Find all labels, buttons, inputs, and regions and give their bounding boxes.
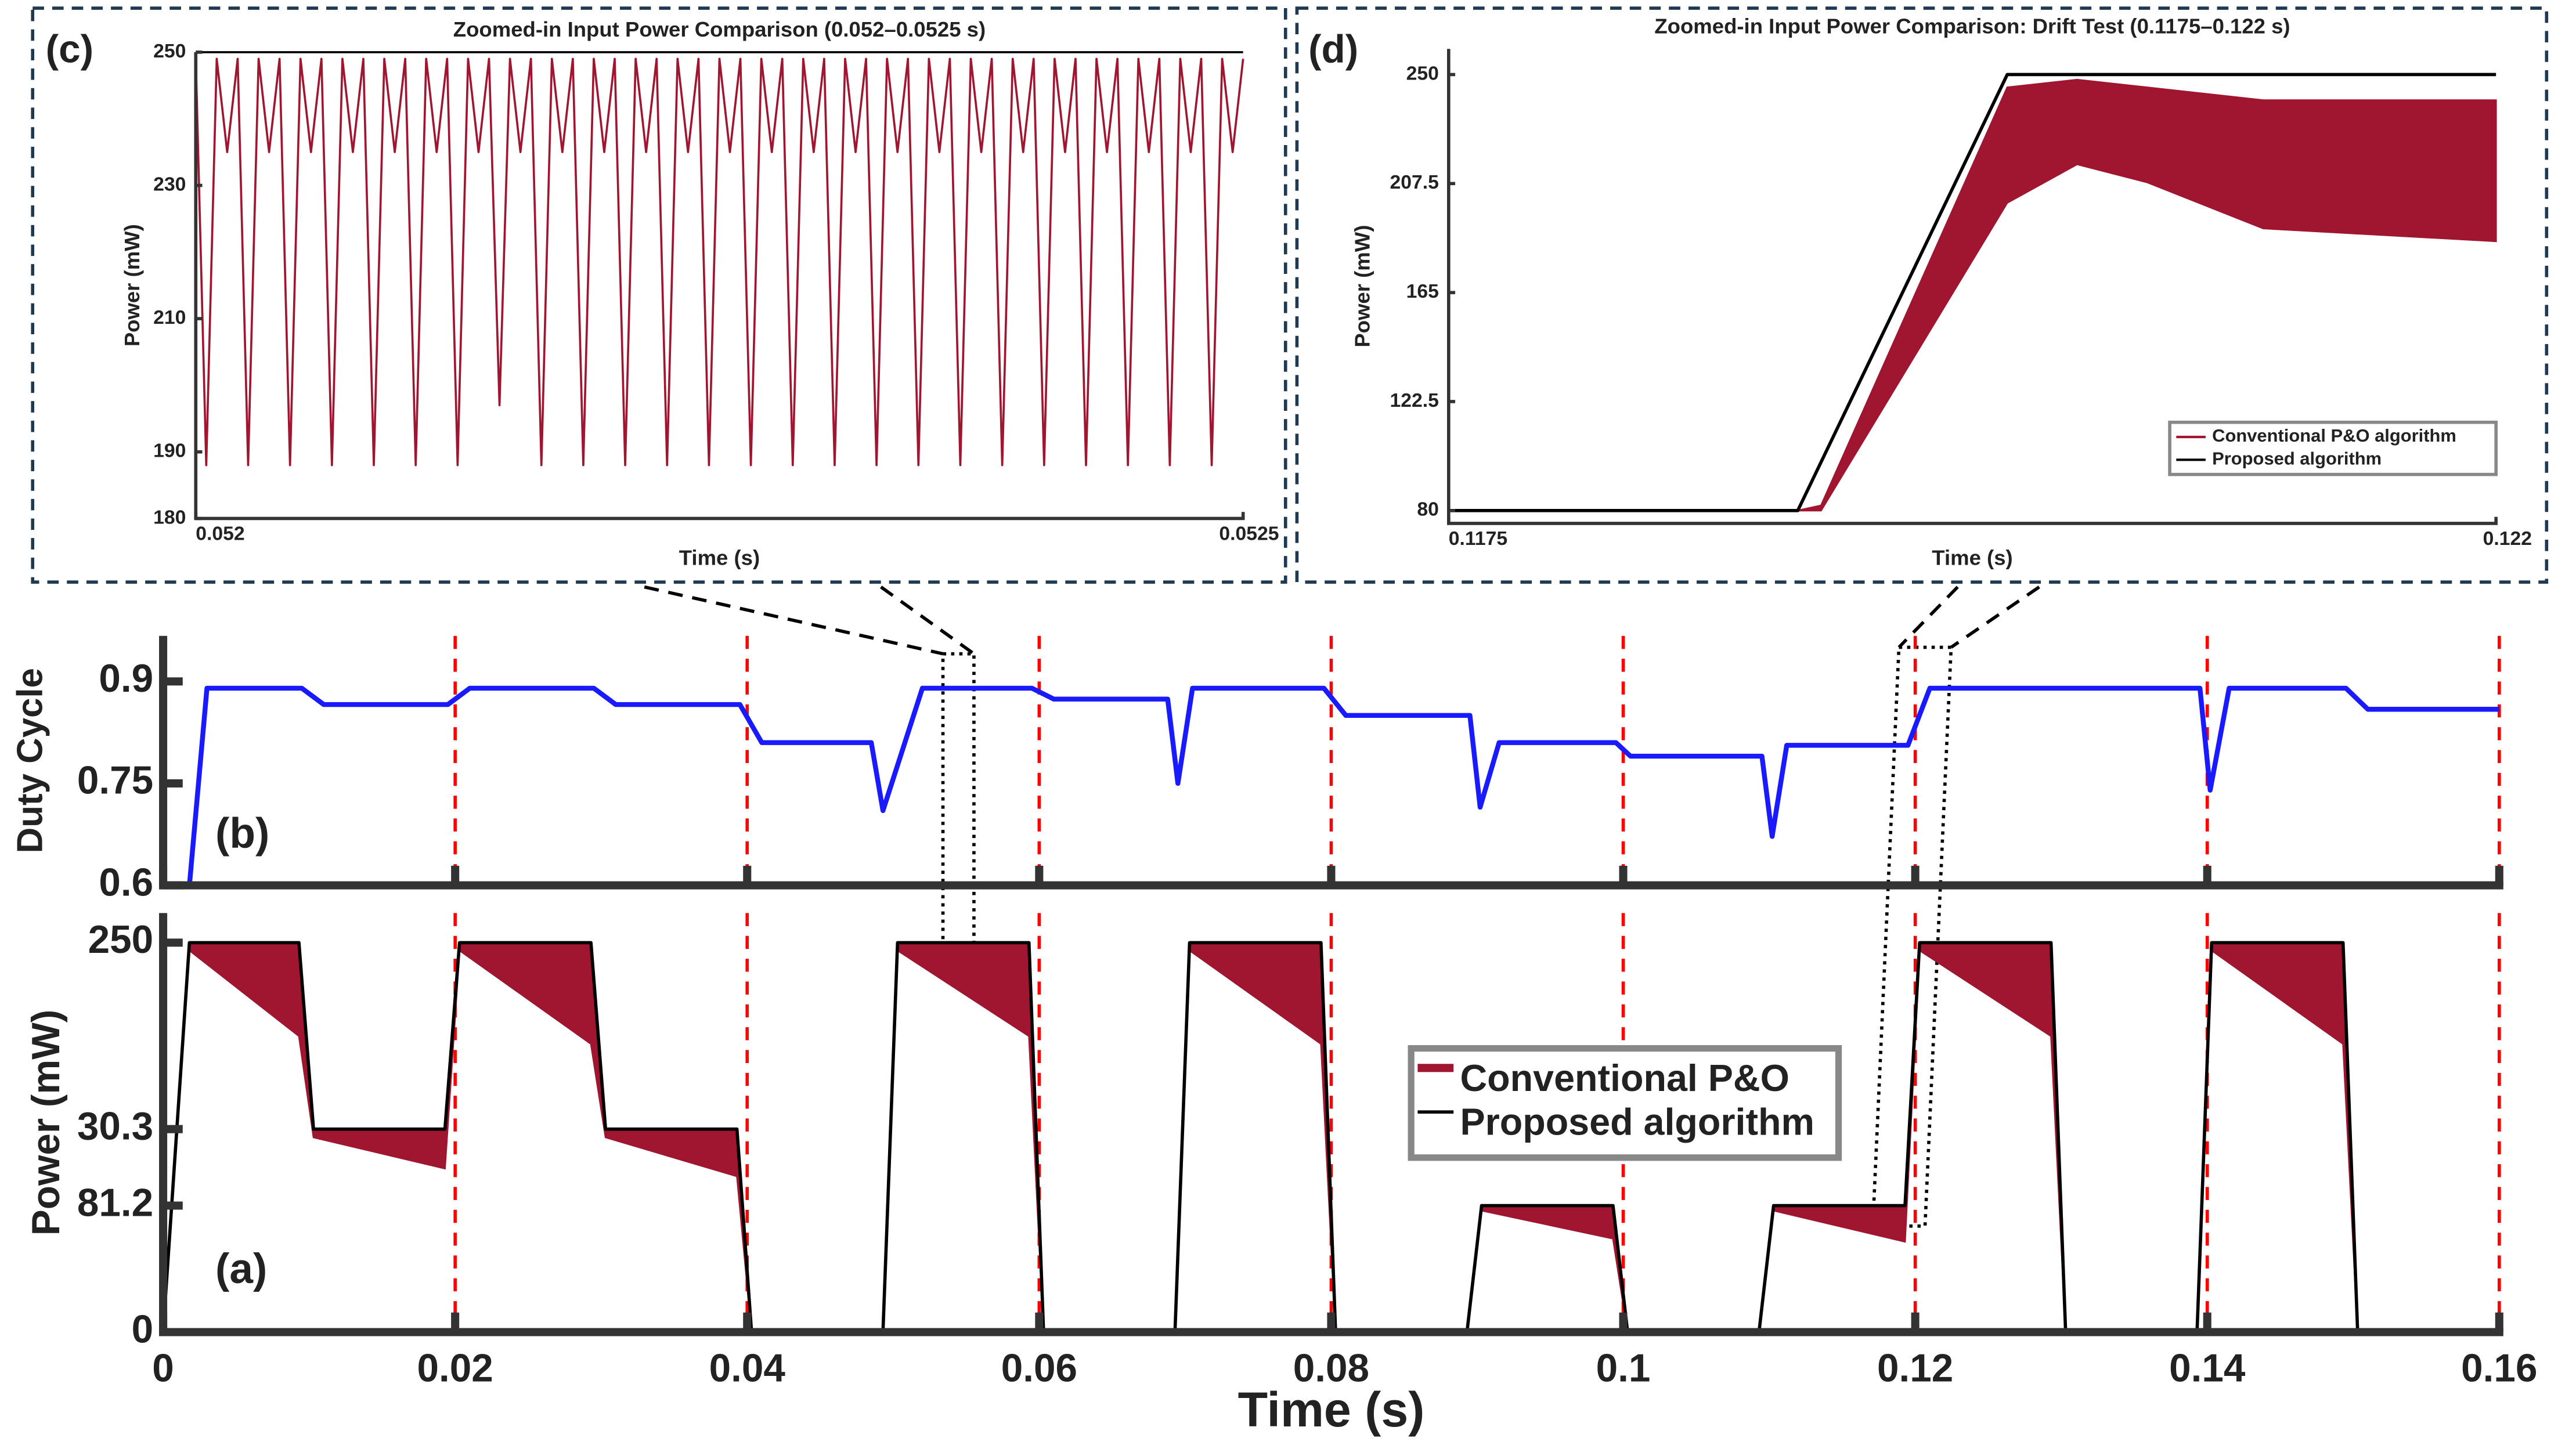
y-tick-label: 210 <box>153 306 186 328</box>
chart-title: Zoomed-in Input Power Comparison (0.052–… <box>453 17 986 41</box>
panel-label: (b) <box>215 810 269 857</box>
chart-title: Zoomed-in Input Power Comparison: Drift … <box>1654 14 2290 38</box>
x-tick-label: 0.04 <box>709 1347 786 1390</box>
y-axis-label: Power (mW) <box>24 1010 68 1236</box>
x-tick-label: 0.02 <box>417 1347 493 1390</box>
zoom-connector <box>880 586 975 655</box>
x-tick-label: 0.0525 <box>1219 522 1279 544</box>
y-tick-label: 250 <box>153 40 186 62</box>
legend-label: Proposed algorithm <box>2212 448 2382 468</box>
y-tick-label: 230 <box>153 173 186 195</box>
series-line <box>1448 73 2496 512</box>
zoom-connector <box>1897 586 1959 649</box>
x-tick-label: 0.08 <box>1293 1347 1369 1390</box>
series-band <box>1448 78 2497 512</box>
zoom-connector <box>644 585 944 656</box>
y-axis-label: Power (mW) <box>1350 225 1374 348</box>
x-tick-label: 0.16 <box>2461 1347 2537 1390</box>
y-tick-label: 0.9 <box>99 657 153 700</box>
y-tick-label: 190 <box>153 440 186 462</box>
x-tick-label: 0 <box>152 1347 174 1390</box>
y-tick-label: 81.2 <box>77 1181 153 1224</box>
x-tick-label: 0.1175 <box>1449 528 1507 550</box>
panel-label: (d) <box>1308 28 1358 71</box>
zoom-region <box>1871 645 1953 1228</box>
series-line <box>187 685 2499 886</box>
series-line <box>194 57 1244 467</box>
x-tick-label: 0.14 <box>2169 1347 2246 1390</box>
y-tick-label: 80 <box>1417 498 1439 521</box>
charts: 180 190 210 230 250 0.052 0.0525 Zoomed-in Inpu… <box>10 14 2538 1437</box>
y-tick-label: 0 <box>132 1307 154 1351</box>
x-tick-label: 0.1 <box>1596 1347 1651 1390</box>
legend-label: Conventional P&O <box>1460 1057 1789 1099</box>
y-axis-label: Power (mW) <box>120 224 144 346</box>
x-axis-label: Time (s) <box>1238 1382 1425 1437</box>
y-tick-label: 250 <box>88 918 154 962</box>
y-tick-label: 30.3 <box>77 1105 153 1148</box>
series-line <box>161 941 2499 1334</box>
zoom-region <box>941 652 976 976</box>
x-tick-label: 0.12 <box>1877 1347 1953 1390</box>
legend-label: Conventional P&O algorithm <box>2212 425 2456 446</box>
panel-label: (a) <box>215 1245 267 1292</box>
y-tick-label: 180 <box>153 506 186 528</box>
zoom-frame-c <box>31 6 1287 584</box>
y-tick-label: 0.75 <box>77 759 153 803</box>
y-tick-label: 165 <box>1406 280 1439 302</box>
x-axis-label: Time (s) <box>679 545 760 569</box>
y-tick-label: 250 <box>1406 62 1439 84</box>
series-band <box>162 941 2499 1333</box>
y-axis-label: Duty Cycle <box>10 668 50 853</box>
panel-label: (c) <box>46 28 93 71</box>
legend-box <box>1408 1045 1842 1161</box>
legend-box <box>2168 420 2498 476</box>
legend-label: Proposed algorithm <box>1460 1101 1814 1143</box>
y-tick-label: 207.5 <box>1390 171 1439 193</box>
zoom-connector <box>1950 586 2040 649</box>
x-tick-label: 0.06 <box>1001 1347 1077 1390</box>
y-tick-label: 0.6 <box>99 861 153 904</box>
y-tick-label: 122.5 <box>1390 389 1439 411</box>
zoom-frame-d <box>1295 6 2549 584</box>
x-tick-label: 0.122 <box>2483 528 2532 550</box>
x-tick-label: 0.052 <box>196 522 244 544</box>
x-axis-label: Time (s) <box>1932 545 2012 569</box>
